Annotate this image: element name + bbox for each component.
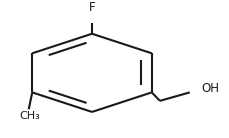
Text: OH: OH (200, 82, 218, 95)
Text: F: F (88, 1, 95, 14)
Text: CH₃: CH₃ (19, 111, 40, 121)
